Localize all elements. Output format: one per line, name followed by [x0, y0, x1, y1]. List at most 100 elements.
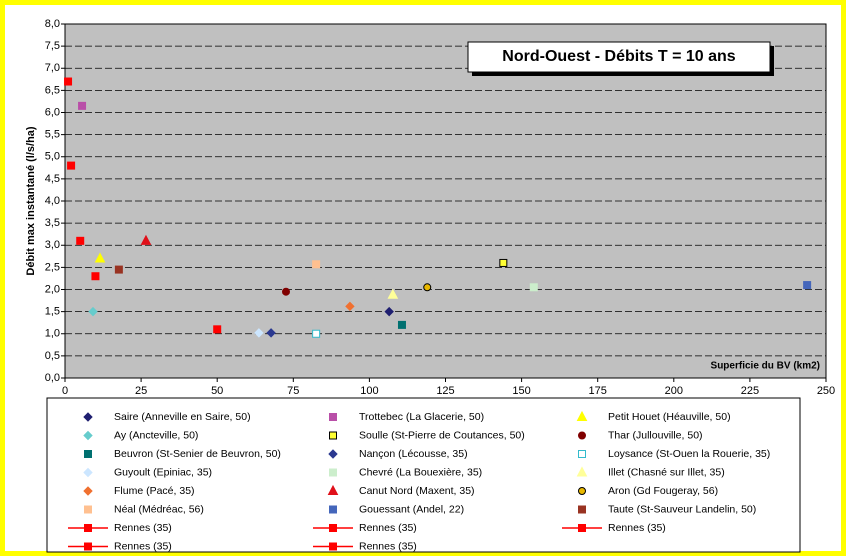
legend-label: Petit Houet (Héauville, 50) [608, 411, 731, 423]
legend-label: Thar (Jullouville, 50) [608, 429, 703, 441]
y-tick-label: 7,0 [45, 62, 60, 74]
x-tick-label: 150 [512, 385, 530, 397]
data-point [423, 283, 432, 292]
legend-label: Nançon (Lécousse, 35) [359, 448, 468, 460]
y-tick-label: 5,5 [45, 129, 60, 141]
y-tick-label: 2,0 [45, 283, 60, 295]
title-box [467, 41, 771, 73]
y-tick-label: 1,5 [45, 306, 60, 318]
x-tick-label: 50 [211, 385, 223, 397]
data-point [88, 306, 98, 317]
legend-marker [329, 413, 337, 421]
x-tick-label: 0 [62, 385, 68, 397]
x-tick-label: 125 [436, 385, 454, 397]
y-tick-label: 4,0 [45, 195, 60, 207]
data-point [266, 328, 276, 338]
legend-marker [327, 484, 339, 495]
data-point [499, 258, 508, 267]
legend-marker [329, 505, 337, 514]
legend-label: Flume (Pacé, 35) [114, 485, 195, 497]
legend-marker [328, 449, 338, 459]
legend-marker [84, 505, 92, 514]
data-point [312, 329, 321, 338]
legend-marker [329, 468, 337, 477]
chart-title: Nord-Ouest - Débits T = 10 ans [502, 48, 735, 65]
legend-marker [578, 450, 586, 458]
y-tick-label: 4,5 [45, 173, 60, 185]
legend-marker [578, 505, 586, 514]
legend-label: Saire (Anneville en Saire, 50) [114, 411, 251, 423]
x-tick-label: 100 [360, 385, 378, 397]
x-tick-label: 250 [817, 385, 835, 397]
legend-label: Chevré (La Bouexière, 35) [359, 466, 482, 478]
legend-label: Rennes (35) [114, 522, 172, 534]
legend-marker [84, 524, 92, 532]
legend-label: Rennes (35) [114, 540, 172, 552]
y-tick-label: 3,0 [45, 239, 60, 251]
data-point [76, 236, 85, 245]
data-point [397, 320, 406, 329]
data-point [384, 306, 394, 317]
x-tick-label: 25 [135, 385, 147, 397]
y-tick-label: 0,5 [45, 350, 60, 362]
y-tick-label: 0,0 [45, 372, 60, 384]
legend-marker [578, 431, 586, 440]
legend-label: Guyoult (Epiniac, 35) [114, 466, 212, 478]
y-tick-label: 2,5 [45, 261, 60, 273]
x-axis-label: Superficie du BV (km2) [711, 361, 820, 372]
x-tick-label: 200 [665, 385, 683, 397]
legend-marker [84, 450, 92, 458]
x-tick-label: 75 [287, 385, 299, 397]
data-point [281, 287, 290, 296]
legend-marker [578, 487, 586, 495]
data-point [64, 77, 73, 86]
legend-label: Rennes (35) [608, 522, 666, 534]
data-point [114, 265, 123, 274]
data-point [78, 101, 87, 110]
legend-label: Néal (Médréac, 56) [114, 503, 204, 515]
legend-marker [578, 524, 586, 532]
legend-label: Illet (Chasné sur Illet, 35) [608, 466, 725, 478]
x-tick-label: 225 [741, 385, 759, 397]
y-tick-label: 6,0 [45, 106, 60, 118]
legend-label: Loysance (St-Ouen la Rouerie, 35) [608, 448, 770, 460]
legend-marker [83, 486, 93, 496]
legend-label: Trottebec (La Glacerie, 50) [359, 411, 484, 423]
data-point [345, 301, 355, 312]
data-point [91, 272, 100, 281]
data-point [312, 260, 321, 269]
data-point [94, 252, 106, 263]
legend-marker [576, 410, 588, 421]
legend-label: Ay (Ancteville, 50) [114, 429, 198, 441]
data-point [213, 325, 222, 334]
x-tick-label: 175 [589, 385, 607, 397]
legend-marker [83, 467, 93, 478]
data-point [67, 161, 76, 170]
legend-marker [576, 466, 588, 477]
y-tick-label: 6,5 [45, 84, 60, 96]
legend-marker [83, 430, 93, 441]
y-tick-label: 1,0 [45, 328, 60, 340]
data-point [140, 234, 152, 245]
legend-label: Rennes (35) [359, 522, 417, 534]
y-axis-label: Débit max instantané (l/s/ha) [25, 126, 37, 275]
data-point [529, 283, 538, 292]
y-tick-label: 5,0 [45, 151, 60, 163]
data-point [254, 328, 264, 338]
legend-label: Beuvron (St-Senier de Beuvron, 50) [114, 448, 281, 460]
data-point [387, 288, 399, 299]
y-tick-label: 8,0 [45, 18, 60, 30]
legend-marker [329, 524, 337, 532]
legend-box [46, 397, 801, 553]
legend-label: Canut Nord (Maxent, 35) [359, 485, 475, 497]
legend-label: Gouessant (Andel, 22) [359, 503, 464, 515]
legend-label: Aron (Gd Fougeray, 56) [608, 485, 718, 497]
y-tick-label: 7,5 [45, 40, 60, 52]
y-tick-label: 3,5 [45, 217, 60, 229]
legend-label: Rennes (35) [359, 540, 417, 552]
legend-marker [329, 542, 337, 551]
legend-label: Taute (St-Sauveur Landelin, 50) [608, 503, 756, 515]
legend-label: Soulle (St-Pierre de Coutances, 50) [359, 429, 525, 441]
legend-marker [84, 542, 92, 551]
